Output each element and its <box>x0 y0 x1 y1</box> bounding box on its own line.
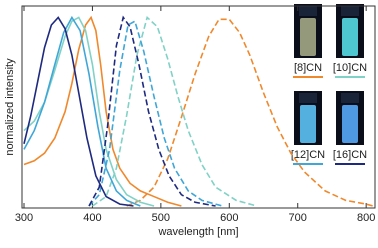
x-tick-label: 800 <box>357 212 375 224</box>
cuvette-glow <box>342 105 358 143</box>
cuvette-glow <box>342 18 358 56</box>
cuvette-cap <box>299 6 317 16</box>
legend-label: [16]CN <box>333 149 367 161</box>
legend-label: [10]CN <box>333 62 367 74</box>
chart: [8]CN [10]CN [12]CN [16]CN 300 400 500 600 700 80… <box>4 4 376 238</box>
emission-line <box>91 15 257 207</box>
plot-frame <box>21 5 376 209</box>
x-tick-label: 600 <box>220 212 238 224</box>
absorption-line <box>23 16 134 207</box>
legend-label: [8]CN <box>294 62 322 74</box>
x-axis-label: wavelength [nm] <box>157 226 238 238</box>
emission-line <box>88 20 223 207</box>
x-tick-label: 500 <box>152 212 170 224</box>
cuvette-glow <box>300 105 316 143</box>
absorption-line <box>23 15 141 207</box>
cuvette-cap <box>341 93 359 103</box>
legend-label: [12]CN <box>291 149 325 161</box>
x-tick-label: 300 <box>15 212 33 224</box>
x-tick-label: 400 <box>83 212 101 224</box>
emission-line <box>126 18 374 207</box>
cuvette-cap <box>299 93 317 103</box>
x-tick-label: 700 <box>289 212 307 224</box>
cuvette-glow <box>300 18 316 56</box>
y-axis-label: normalized intensity <box>4 58 16 156</box>
absorption-line <box>23 16 155 207</box>
absorption-line <box>23 15 182 207</box>
cuvette-cap <box>341 6 359 16</box>
emission-line <box>88 15 216 207</box>
